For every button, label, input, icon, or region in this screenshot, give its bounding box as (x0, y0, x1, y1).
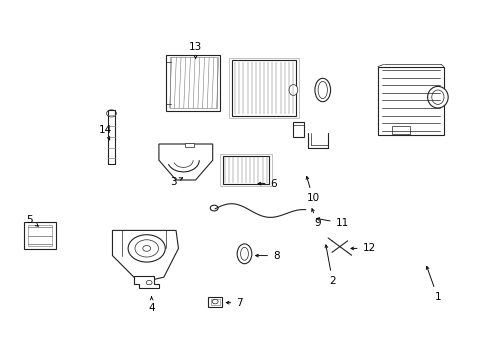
Polygon shape (28, 225, 52, 246)
Text: 9: 9 (311, 209, 321, 228)
Bar (232, 60, 295, 116)
Ellipse shape (427, 86, 447, 108)
Text: 5: 5 (26, 215, 38, 226)
Bar (166, 55, 220, 111)
Bar (185, 143, 194, 147)
Ellipse shape (314, 78, 330, 102)
Bar (220, 154, 271, 186)
Bar (169, 57, 216, 108)
Polygon shape (159, 144, 212, 180)
Circle shape (212, 300, 218, 304)
Bar (229, 58, 298, 118)
Circle shape (210, 205, 218, 211)
Polygon shape (24, 222, 56, 249)
Ellipse shape (237, 244, 251, 264)
Circle shape (135, 240, 158, 257)
Ellipse shape (431, 90, 443, 104)
Bar (223, 156, 268, 184)
Circle shape (146, 280, 152, 285)
Text: 12: 12 (350, 243, 375, 253)
Bar (292, 122, 303, 137)
Ellipse shape (317, 81, 327, 99)
Text: 3: 3 (170, 177, 182, 187)
Text: 2: 2 (325, 245, 335, 286)
Circle shape (142, 246, 150, 251)
Ellipse shape (288, 85, 297, 95)
Bar (391, 126, 409, 134)
Text: 8: 8 (255, 251, 279, 261)
Bar (210, 299, 219, 305)
Text: 4: 4 (148, 297, 155, 313)
Text: 6: 6 (258, 179, 277, 189)
Text: 10: 10 (305, 176, 319, 203)
Text: 13: 13 (188, 42, 202, 58)
Bar (207, 297, 222, 307)
Bar (377, 67, 443, 135)
Circle shape (106, 110, 116, 117)
Text: 11: 11 (316, 218, 348, 228)
Text: 14: 14 (98, 125, 112, 140)
Ellipse shape (240, 247, 248, 260)
Polygon shape (112, 230, 178, 283)
Text: 1: 1 (426, 266, 440, 302)
Circle shape (128, 235, 165, 262)
Polygon shape (134, 276, 159, 288)
Text: 7: 7 (226, 298, 243, 308)
